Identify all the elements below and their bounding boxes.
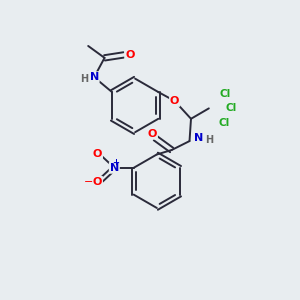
- Text: O: O: [170, 96, 179, 106]
- Text: N: N: [89, 72, 99, 82]
- Text: N: N: [194, 133, 203, 143]
- Text: H: H: [205, 135, 213, 145]
- Text: O: O: [93, 149, 102, 159]
- Text: O: O: [148, 129, 157, 139]
- Text: Cl: Cl: [220, 88, 231, 98]
- Text: Cl: Cl: [226, 103, 237, 113]
- Text: −: −: [84, 177, 93, 187]
- Text: N: N: [110, 163, 119, 173]
- Text: O: O: [93, 177, 102, 187]
- Text: H: H: [81, 74, 89, 84]
- Text: O: O: [125, 50, 134, 60]
- Text: +: +: [112, 158, 119, 167]
- Text: Cl: Cl: [218, 118, 229, 128]
